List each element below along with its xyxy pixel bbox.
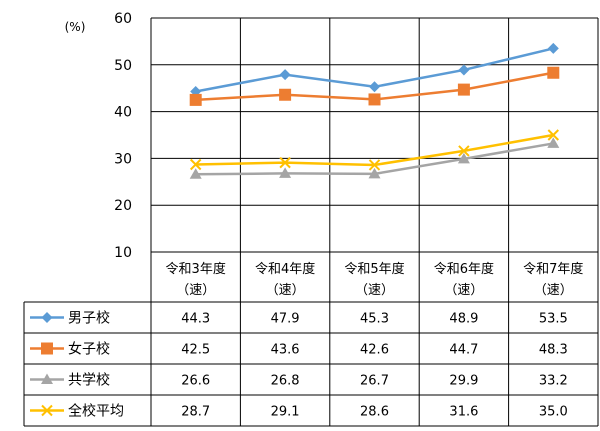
data-point-2-3 [457,152,470,164]
series-name-2: 共学校 [68,372,110,389]
legend-swatch-3 [30,404,64,417]
category-label-line: （速） [444,283,483,298]
table-row-1: 女子校 42.5 43.6 42.6 44.7 48.3 [30,341,568,358]
data-point-2-2 [368,167,381,179]
data-point-1-2 [368,93,381,106]
category-label-line: （速） [176,283,215,298]
category-label-line: 令和4年度 [255,261,315,277]
category-label-3: 令和6年度 （速） [434,261,494,298]
series-2 [189,137,560,179]
table-cell-1-4: 48.3 [539,343,568,358]
legend-swatch-2 [30,373,64,384]
y-tick-label-2: 30 [114,151,132,167]
data-point-2-0 [189,168,202,179]
data-point-2-4 [547,137,560,148]
table-cell-2-4: 33.2 [539,374,568,389]
table-cell-0-2: 45.3 [360,312,389,327]
table-cell-0-4: 53.5 [539,312,568,327]
category-label-line: （速） [534,283,573,298]
table-cell-2-3: 29.9 [449,374,478,389]
series-3 [189,129,560,171]
data-point-1-4 [547,66,560,79]
y-tick-label-3: 40 [114,105,132,121]
series-lines [189,42,560,179]
table-cell-2-2: 26.7 [360,374,389,389]
y-axis-tick-labels: 10 20 30 40 50 60 [114,11,132,261]
data-point-3-0 [189,158,202,171]
data-table: 男子校 44.3 47.9 45.3 48.9 53.5 女子校 42.5 43.6 42.6 44… [23,251,598,427]
data-point-3-2 [368,159,381,171]
category-label-4: 令和7年度 （速） [523,261,583,298]
series-1 [189,66,560,106]
grid-lines [150,17,599,426]
unit-label: (%) [65,20,86,34]
category-label-line: （速） [355,283,394,298]
table-row-0: 男子校 44.3 47.9 45.3 48.9 53.5 [30,310,568,327]
data-point-0-1 [279,69,291,81]
table-cell-3-4: 35.0 [539,405,568,420]
category-labels: 令和3年度 （速） 令和4年度 （速） 令和5年度 （速） 令和6年度 （速） 令和7年度 （速） [166,261,584,298]
data-point-1-3 [457,83,470,96]
data-point-0-3 [458,64,470,76]
data-point-2-1 [279,167,292,178]
data-point-1-1 [279,88,292,101]
category-label-line: 令和7年度 [523,261,583,277]
y-tick-label-5: 60 [114,11,132,27]
category-label-line: 令和3年度 [166,261,226,277]
category-label-0: 令和3年度 （速） [166,261,226,298]
data-point-0-4 [547,42,559,54]
category-label-line: （速） [266,283,305,298]
data-point-1-0 [189,93,202,106]
table-cell-2-1: 26.8 [271,374,300,389]
table-cell-1-0: 42.5 [181,343,210,358]
table-cell-1-1: 43.6 [271,343,300,358]
table-cell-0-1: 47.9 [271,312,300,327]
y-tick-label-1: 20 [114,198,132,214]
data-point-0-2 [369,81,380,93]
series-name-1: 女子校 [68,341,110,358]
series-0 [190,42,559,97]
table-cell-0-0: 44.3 [181,312,210,327]
y-tick-label-0: 10 [114,245,132,261]
series-line-3 [195,133,554,167]
data-point-3-4 [547,129,560,141]
data-point-3-3 [458,145,470,157]
table-cell-3-3: 31.6 [449,405,478,420]
table-cell-3-2: 28.6 [360,405,389,420]
legend-swatch-1 [30,342,64,355]
table-cell-2-0: 26.6 [181,374,210,389]
category-label-line: 令和5年度 [344,261,404,277]
table-cell-1-2: 42.6 [360,343,389,358]
table-cell-3-1: 29.1 [271,405,300,420]
category-label-2: 令和5年度 （速） [344,261,404,298]
table-cell-3-0: 28.7 [181,405,210,420]
table-cell-1-3: 44.7 [449,343,478,358]
category-label-line: 令和6年度 [434,261,494,277]
legend-swatch-0 [30,312,64,323]
table-row-2: 共学校 26.6 26.8 26.7 29.9 33.2 [30,372,568,389]
data-point-3-1 [279,156,291,169]
category-label-1: 令和4年度 （速） [255,261,315,298]
table-row-3: 全校平均 28.7 29.1 28.6 31.6 35.0 [30,403,568,420]
table-cell-0-3: 48.9 [449,312,478,327]
series-name-3: 全校平均 [68,403,124,420]
y-tick-label-4: 50 [114,58,132,74]
series-name-0: 男子校 [68,310,110,327]
